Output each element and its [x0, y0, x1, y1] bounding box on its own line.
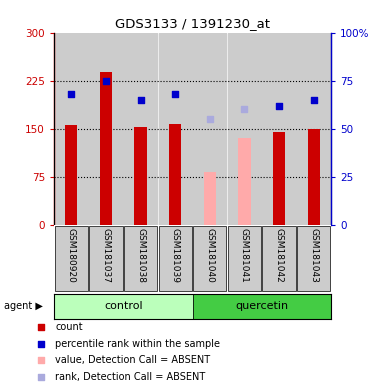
FancyBboxPatch shape — [55, 226, 88, 291]
Bar — [169, 124, 181, 225]
Bar — [65, 126, 77, 225]
Text: GSM181039: GSM181039 — [171, 228, 180, 283]
Bar — [89, 33, 122, 225]
Point — [38, 374, 44, 381]
Text: GSM181037: GSM181037 — [101, 228, 110, 283]
Text: control: control — [104, 301, 142, 311]
Point — [68, 91, 74, 97]
Bar — [159, 33, 192, 225]
Point — [241, 106, 248, 113]
Text: GSM181041: GSM181041 — [240, 228, 249, 283]
Bar — [238, 138, 251, 225]
Point — [38, 358, 44, 364]
Text: count: count — [55, 321, 83, 331]
Bar — [193, 33, 226, 225]
Text: GSM181042: GSM181042 — [275, 228, 284, 283]
Bar — [124, 33, 157, 225]
Point — [103, 78, 109, 84]
Point — [207, 116, 213, 122]
Text: GSM180920: GSM180920 — [67, 228, 76, 283]
Point — [311, 97, 317, 103]
FancyBboxPatch shape — [263, 226, 296, 291]
Bar — [134, 127, 147, 225]
FancyBboxPatch shape — [228, 226, 261, 291]
Bar — [297, 33, 330, 225]
Text: quercetin: quercetin — [235, 301, 288, 311]
FancyBboxPatch shape — [159, 226, 192, 291]
Point — [38, 323, 44, 329]
Bar — [100, 72, 112, 225]
FancyBboxPatch shape — [124, 226, 157, 291]
Text: percentile rank within the sample: percentile rank within the sample — [55, 339, 220, 349]
Bar — [192, 294, 331, 319]
Text: GSM181038: GSM181038 — [136, 228, 145, 283]
Point — [172, 91, 178, 97]
Bar — [54, 294, 192, 319]
Text: GSM181043: GSM181043 — [309, 228, 318, 283]
Point — [38, 341, 44, 347]
Bar — [308, 129, 320, 225]
FancyBboxPatch shape — [89, 226, 122, 291]
Text: agent ▶: agent ▶ — [4, 301, 43, 311]
Bar — [263, 33, 296, 225]
Bar — [204, 172, 216, 225]
Title: GDS3133 / 1391230_at: GDS3133 / 1391230_at — [115, 17, 270, 30]
Point — [276, 103, 282, 109]
Bar — [55, 33, 88, 225]
Text: value, Detection Call = ABSENT: value, Detection Call = ABSENT — [55, 356, 210, 366]
FancyBboxPatch shape — [297, 226, 330, 291]
Point — [137, 97, 144, 103]
Text: GSM181040: GSM181040 — [205, 228, 214, 283]
Bar — [228, 33, 261, 225]
FancyBboxPatch shape — [193, 226, 226, 291]
Bar — [273, 132, 285, 225]
Text: rank, Detection Call = ABSENT: rank, Detection Call = ABSENT — [55, 372, 206, 382]
